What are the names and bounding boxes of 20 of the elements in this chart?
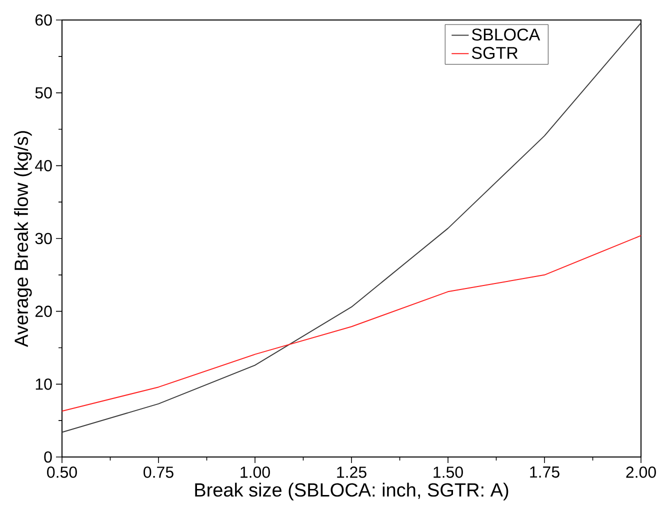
x-tick-label: 1.50 bbox=[434, 466, 463, 478]
line-series bbox=[62, 22, 642, 433]
x-tick-label: 0.50 bbox=[47, 466, 77, 478]
legend-label: SBLOCA bbox=[472, 28, 540, 41]
legend-label: SGTR bbox=[472, 46, 518, 59]
y-axis-title: Average Break flow (kg/s) bbox=[14, 131, 32, 348]
y-tick-label: 0 bbox=[44, 451, 52, 463]
y-tick-label: 40 bbox=[35, 160, 52, 172]
y-tick-label: 30 bbox=[35, 232, 52, 244]
x-tick-label: 1.00 bbox=[240, 466, 270, 478]
x-tick-label: 1.25 bbox=[337, 466, 366, 478]
y-tick-label: 60 bbox=[35, 14, 52, 26]
x-axis-title: Break size (SBLOCA: inch, SGTR: A) bbox=[195, 482, 508, 500]
line-series bbox=[62, 235, 642, 412]
x-tick-label: 1.75 bbox=[530, 466, 560, 478]
x-tick-label: 0.75 bbox=[144, 466, 174, 478]
y-tick-label: 20 bbox=[35, 306, 52, 317]
y-tick-label: 50 bbox=[35, 87, 52, 98]
x-tick-label: 2.00 bbox=[626, 466, 656, 478]
y-tick-label: 10 bbox=[36, 378, 52, 390]
